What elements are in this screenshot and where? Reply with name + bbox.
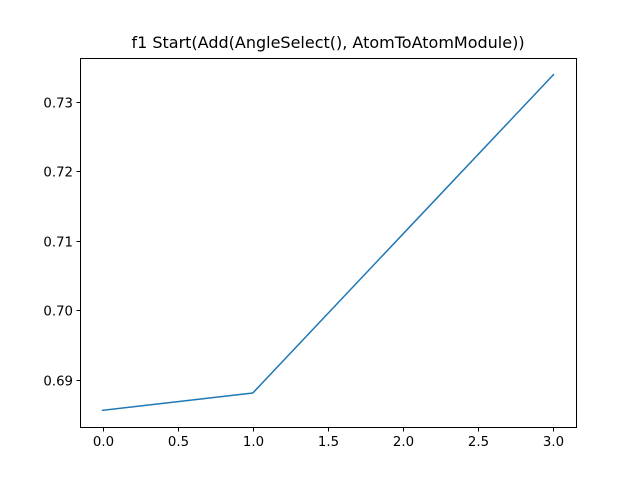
x-tick-label: 2.0 <box>393 435 414 450</box>
y-tick-label: 0.69 <box>43 375 73 390</box>
axes-frame <box>80 58 577 428</box>
x-tick-label: 3.0 <box>543 435 564 450</box>
plot-area: 0.0 0.5 1.0 1.5 2.0 2.5 3.0 0.690.700.710.720.… <box>43 58 577 450</box>
x-tick-label: 1.0 <box>243 435 264 450</box>
y-tick-label: 0.70 <box>43 305 73 320</box>
x-tick-label: 0.5 <box>168 435 189 450</box>
series-layer <box>101 73 555 412</box>
x-tick-label: 1.5 <box>318 435 339 450</box>
x-tick-label: 2.5 <box>468 435 489 450</box>
y-tick-label: 0.73 <box>43 97 73 112</box>
x-tick-label: 0.0 <box>93 435 114 450</box>
x-axis: 0.0 0.5 1.0 1.5 2.0 2.5 3.0 <box>93 427 564 450</box>
y-tick-label: 0.72 <box>43 166 73 181</box>
chart-title: f1 Start(Add(AngleSelect(), AtomToAtomMo… <box>131 33 524 52</box>
y-axis: 0.69 0.70 0.71 0.72 0.73 <box>43 97 81 390</box>
series-line <box>101 73 555 412</box>
y-tick-label: 0.71 <box>43 236 73 251</box>
